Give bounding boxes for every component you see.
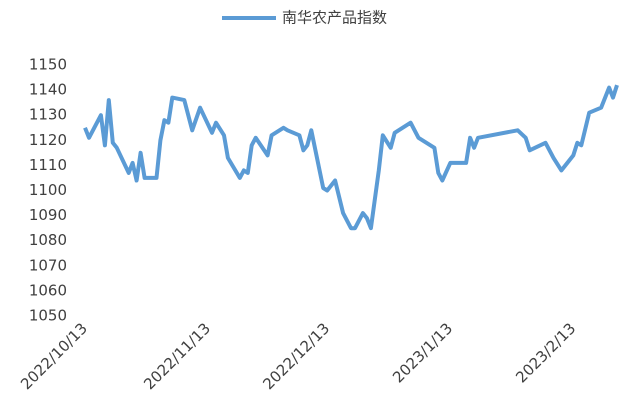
x-tick-label: 2023/1/13 [389, 319, 456, 386]
y-tick-label: 1110 [29, 156, 67, 174]
y-tick-label: 1050 [29, 307, 67, 325]
y-tick-label: 1080 [29, 231, 67, 249]
x-tick-label: 2023/2/13 [512, 319, 579, 386]
y-tick-label: 1130 [29, 106, 67, 124]
x-tick-label: 2022/10/13 [17, 319, 91, 393]
y-tick-label: 1100 [29, 181, 67, 199]
x-tick-label: 2022/12/13 [259, 319, 333, 393]
x-tick-label: 2022/11/13 [140, 319, 214, 393]
legend-label: 南华农产品指数 [282, 9, 387, 27]
series-line [83, 84, 619, 231]
y-tick-label: 1150 [29, 56, 67, 74]
y-tick-label: 1120 [29, 131, 67, 149]
y-tick-label: 1140 [29, 81, 67, 99]
y-tick-label: 1090 [29, 206, 67, 224]
y-tick-label: 1060 [29, 281, 67, 299]
y-tick-label: 1070 [29, 256, 67, 274]
